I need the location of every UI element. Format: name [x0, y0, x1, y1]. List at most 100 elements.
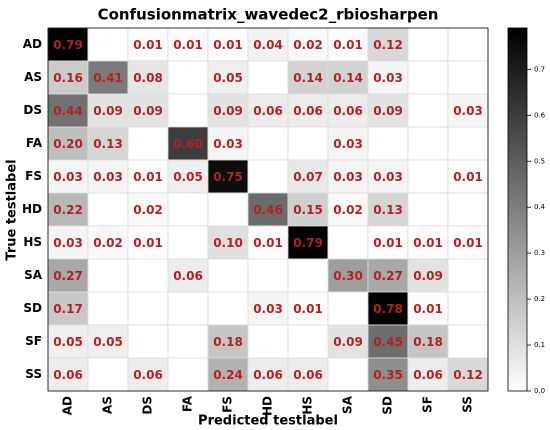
- cell: [447, 258, 489, 293]
- cell: [167, 225, 209, 260]
- heat-cell: [327, 159, 369, 194]
- cell-label: 0.14: [333, 71, 363, 85]
- cell-label: 0.09: [333, 335, 363, 349]
- y-tick-label: SS: [25, 367, 42, 381]
- cell-label: 0.01: [173, 38, 203, 52]
- cell: [127, 291, 169, 326]
- heat-cell: [447, 93, 489, 128]
- cell-label: 0.01: [333, 38, 363, 52]
- cell-label: 0.22: [53, 203, 83, 217]
- cell: [127, 324, 169, 359]
- cell-label: 0.01: [253, 236, 283, 250]
- heat-cell: [87, 159, 129, 194]
- heat-cell: [47, 60, 89, 95]
- cell: [407, 159, 449, 194]
- cell-label: 0.27: [373, 269, 403, 283]
- heat-cell: [287, 357, 329, 392]
- cell-label: 0.14: [293, 71, 323, 85]
- cell: [327, 357, 369, 392]
- cell-label: 0.12: [373, 38, 403, 52]
- cell-label: 0.01: [213, 38, 243, 52]
- cell-label: 0.09: [213, 104, 243, 118]
- cell-label: 0.03: [93, 170, 123, 184]
- y-axis-label: True testlabel: [5, 159, 20, 260]
- cell-label: 0.24: [213, 368, 243, 382]
- cell-label: 0.01: [453, 170, 483, 184]
- heat-cell: [47, 258, 89, 293]
- cell: [447, 192, 489, 227]
- cell-label: 0.18: [413, 335, 443, 349]
- heat-cell: [167, 126, 209, 161]
- cell: [167, 324, 209, 359]
- heat-cell: [127, 93, 169, 128]
- cell-label: 0.03: [373, 170, 403, 184]
- heat-cell: [447, 159, 489, 194]
- cell: [87, 357, 129, 392]
- heat-cell: [367, 357, 409, 392]
- heat-cell: [87, 93, 129, 128]
- cell: [127, 258, 169, 293]
- y-tick-label: AS: [24, 70, 42, 84]
- heat-cell: [207, 126, 249, 161]
- colorbar-tick-label: 0.0: [534, 387, 545, 395]
- cell: [407, 27, 449, 62]
- heat-cell: [327, 324, 369, 359]
- cell: [87, 258, 129, 293]
- cell-label: 0.09: [93, 104, 123, 118]
- cell-label: 0.44: [53, 104, 83, 118]
- cell: [447, 27, 489, 62]
- y-tick-label: FS: [25, 169, 42, 183]
- cell-label: 0.03: [53, 170, 83, 184]
- cell: [407, 192, 449, 227]
- x-tick-label: AD: [61, 396, 75, 415]
- cell-label: 0.05: [213, 71, 243, 85]
- cell-label: 0.01: [293, 302, 323, 316]
- cell: [207, 192, 249, 227]
- cell: [87, 291, 129, 326]
- cell-label: 0.08: [133, 71, 163, 85]
- cell-label: 0.05: [93, 335, 123, 349]
- cell-label: 0.03: [453, 104, 483, 118]
- heat-cell: [207, 324, 249, 359]
- colorbar-tick-label: 0.5: [534, 157, 545, 165]
- cell: [167, 60, 209, 95]
- heat-cell: [407, 357, 449, 392]
- cell: [207, 258, 249, 293]
- cell-label: 0.79: [53, 38, 83, 52]
- heat-cell: [287, 27, 329, 62]
- x-tick-label: AS: [101, 396, 115, 414]
- cell: [447, 291, 489, 326]
- cell-label: 0.06: [293, 104, 323, 118]
- cell: [367, 126, 409, 161]
- heat-cell: [247, 291, 289, 326]
- cell: [167, 192, 209, 227]
- cell: [407, 93, 449, 128]
- cell-label: 0.01: [133, 38, 163, 52]
- y-tick-label: HD: [22, 202, 42, 216]
- cell-label: 0.46: [253, 203, 283, 217]
- x-tick-label: HD: [261, 396, 275, 416]
- heat-cell: [367, 291, 409, 326]
- cell-label: 0.12: [453, 368, 483, 382]
- cell-label: 0.01: [413, 302, 443, 316]
- heat-cell: [407, 324, 449, 359]
- cell-label: 0.09: [413, 269, 443, 283]
- cell-label: 0.03: [253, 302, 283, 316]
- heat-cell: [407, 258, 449, 293]
- cell-label: 0.20: [53, 137, 83, 151]
- heat-cell: [327, 60, 369, 95]
- cell-label: 0.15: [293, 203, 323, 217]
- x-tick-label: SF: [421, 396, 435, 413]
- cell-label: 0.60: [173, 137, 203, 151]
- cell: [87, 192, 129, 227]
- cell-label: 0.06: [293, 368, 323, 382]
- cell-label: 0.03: [53, 236, 83, 250]
- y-tick-label: HS: [23, 235, 42, 249]
- heat-cell: [127, 159, 169, 194]
- colorbar-tick-label: 0.1: [534, 341, 545, 349]
- cell-label: 0.01: [453, 236, 483, 250]
- cell-label: 0.07: [293, 170, 323, 184]
- cell-label: 0.06: [173, 269, 203, 283]
- cell: [327, 291, 369, 326]
